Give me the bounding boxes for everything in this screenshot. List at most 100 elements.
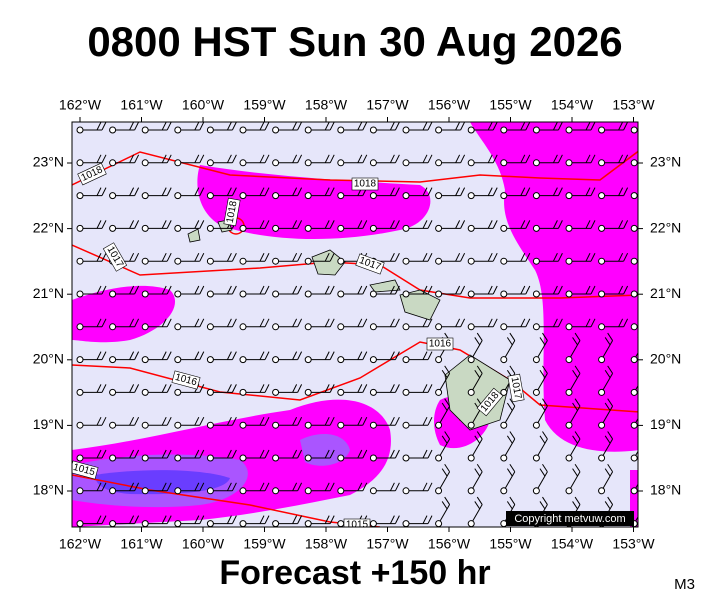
- barb-station: [630, 487, 638, 495]
- lat-label-right: 21°N: [650, 285, 681, 301]
- barb-station: [337, 421, 345, 429]
- barb-flag: [539, 501, 546, 510]
- barb: [565, 285, 596, 298]
- barb-flag: [134, 220, 140, 229]
- lon-label-top: 154°W: [551, 97, 594, 113]
- barb: [304, 187, 335, 200]
- barb-flag: [194, 187, 200, 196]
- barb-flag: [329, 384, 335, 393]
- barb: [141, 449, 172, 462]
- barb-station: [109, 388, 117, 396]
- barb: [174, 416, 205, 429]
- barb-station: [141, 388, 149, 396]
- lon-label-bottom: 160°W: [182, 536, 225, 552]
- barb-flag: [324, 515, 330, 524]
- barb-flag: [474, 468, 481, 477]
- barb: [435, 285, 466, 298]
- barb-flag: [394, 351, 400, 360]
- barb-flag: [292, 252, 298, 262]
- barb-flag: [422, 122, 428, 131]
- barb-station: [109, 290, 117, 298]
- barb-shaft: [439, 373, 451, 391]
- barb-shaft: [570, 471, 581, 489]
- barb-flag: [362, 122, 368, 131]
- barb-station: [435, 257, 443, 265]
- barb: [467, 431, 483, 462]
- barb-flag: [324, 187, 330, 196]
- barb-station: [500, 126, 508, 134]
- barb-flag: [607, 464, 614, 473]
- barb-station: [272, 454, 280, 462]
- barb: [369, 285, 400, 298]
- barb: [467, 252, 498, 265]
- barb: [76, 318, 107, 331]
- barb-shaft: [602, 438, 614, 456]
- barb-shaft: [570, 373, 581, 391]
- barb: [109, 187, 140, 200]
- barb: [272, 351, 303, 364]
- barb-flag: [96, 285, 102, 295]
- isobar-label-box: [476, 387, 504, 417]
- barb-shaft: [439, 471, 451, 489]
- barb-station: [109, 192, 117, 200]
- lon-label-top: 160°W: [182, 97, 225, 113]
- barb: [435, 431, 451, 462]
- barb: [239, 416, 270, 429]
- barb: [174, 318, 205, 331]
- barb-station: [174, 192, 182, 200]
- barb-station: [239, 323, 247, 331]
- barb-flag: [264, 416, 270, 426]
- barb-flag: [618, 220, 624, 229]
- barb-flag: [166, 220, 172, 229]
- barb-station: [598, 224, 606, 232]
- copyright-box: [506, 511, 634, 526]
- barb-station: [109, 356, 117, 364]
- barb-station: [435, 192, 443, 200]
- barb-station: [565, 487, 573, 495]
- barb-flag: [604, 337, 611, 346]
- barb-flag: [557, 220, 563, 229]
- barb-flag: [525, 220, 531, 229]
- barb: [141, 252, 172, 265]
- barb-station: [435, 224, 443, 232]
- barb-flag: [297, 220, 303, 229]
- barb: [467, 398, 483, 429]
- barb-station: [239, 192, 247, 200]
- barb-station: [272, 192, 280, 200]
- barb-flag: [618, 252, 624, 262]
- barb-flag: [572, 468, 578, 477]
- barb: [109, 416, 140, 429]
- barb-flag: [623, 285, 629, 295]
- barb-flag: [476, 431, 483, 440]
- barb-flag: [129, 154, 135, 164]
- barb-flag: [525, 187, 531, 196]
- barb-station: [598, 323, 606, 331]
- barb: [304, 515, 335, 527]
- lat-label-right: 23°N: [650, 154, 681, 170]
- barb-flag: [476, 496, 483, 505]
- barb-flag: [231, 285, 237, 295]
- barb: [402, 384, 433, 396]
- barb-flag: [539, 435, 546, 444]
- barb-flag: [161, 482, 167, 492]
- barb-station: [402, 520, 410, 527]
- barb-flag: [134, 187, 140, 196]
- barb: [109, 154, 140, 167]
- isobar-label-text: 1018: [225, 200, 240, 224]
- barb-station: [467, 356, 475, 364]
- barb: [369, 482, 400, 495]
- barb-station: [337, 224, 345, 232]
- barb-flag: [574, 464, 581, 473]
- barb-station: [109, 520, 117, 527]
- barb-flag: [297, 351, 303, 360]
- lat-label-left: 22°N: [33, 219, 64, 235]
- barb-flag: [134, 482, 140, 492]
- barb-shaft: [635, 504, 638, 522]
- lon-label-bottom: 153°W: [612, 536, 655, 552]
- frame: [71, 121, 639, 528]
- barb-flag: [552, 122, 558, 131]
- barb-flag: [422, 482, 428, 492]
- barb-flag: [444, 398, 451, 407]
- barb-station: [141, 257, 149, 265]
- barb-station: [500, 454, 508, 462]
